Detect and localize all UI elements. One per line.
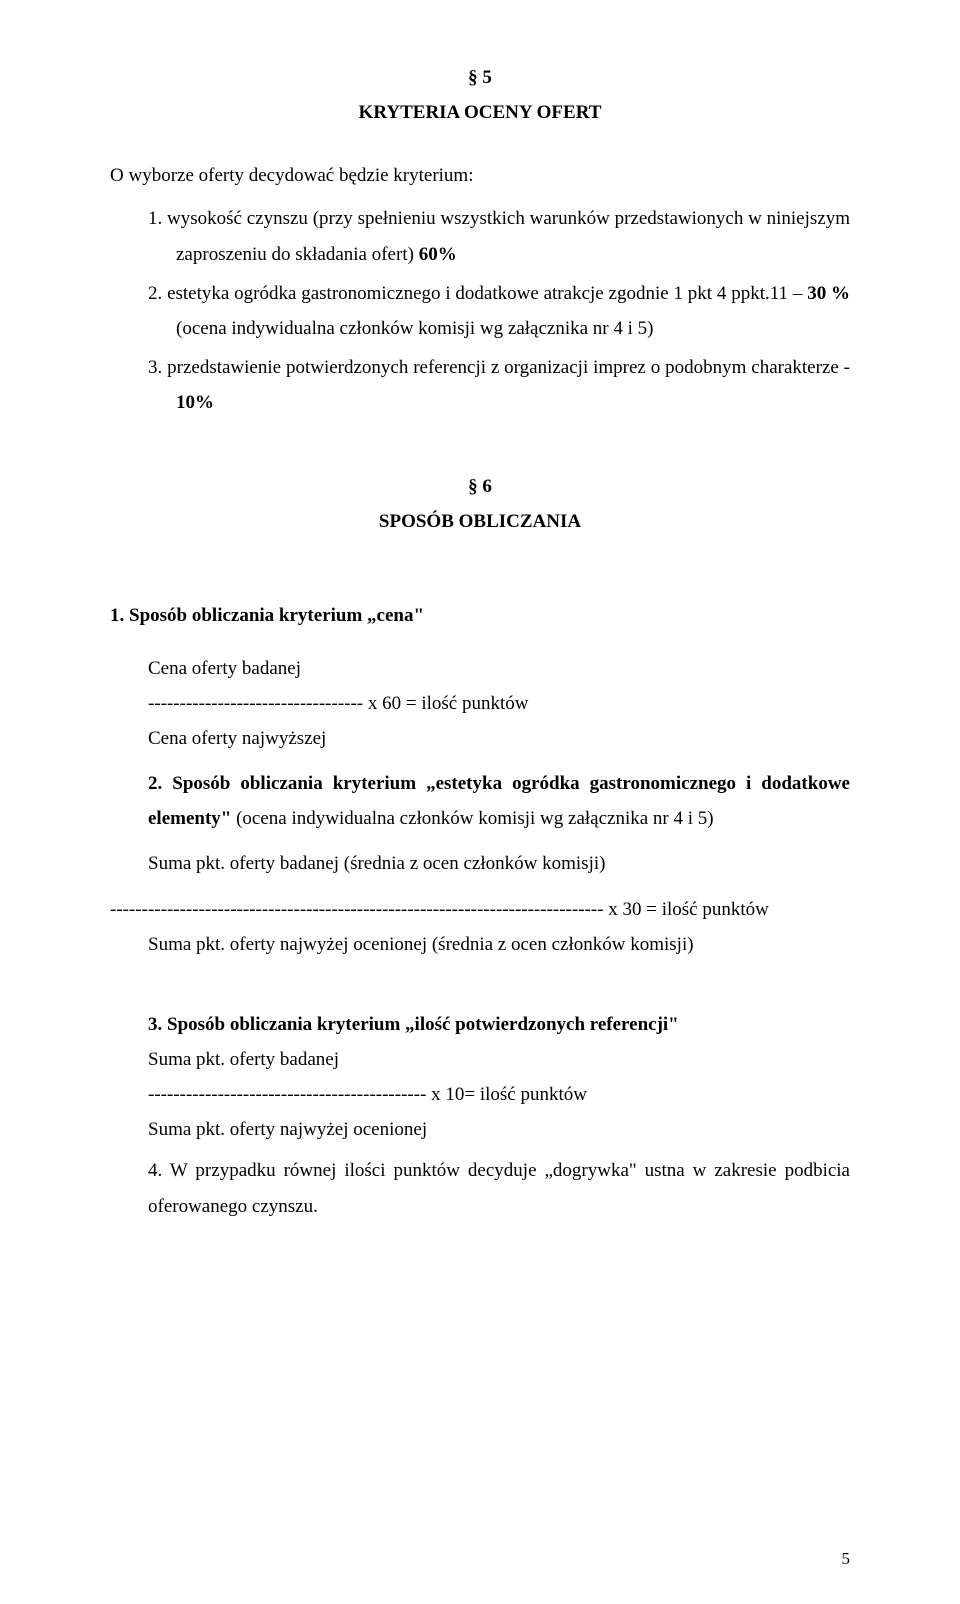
k1-line1: Cena oferty badanej xyxy=(148,651,850,686)
section5-title: KRYTERIA OCENY OFERT xyxy=(110,95,850,130)
section6-number: § 6 xyxy=(110,469,850,504)
section5-item2: 2. estetyka ogródka gastronomicznego i d… xyxy=(148,276,850,346)
k1-title: 1. Sposób obliczania kryterium „cena" xyxy=(110,598,850,633)
k4-text: 4. W przypadku równej ilości punktów dec… xyxy=(148,1153,850,1223)
k3-line2: ----------------------------------------… xyxy=(148,1077,850,1112)
k1-line3: Cena oferty najwyższej xyxy=(148,721,850,756)
section5-item1-pct: 60% xyxy=(419,244,457,265)
k2-line3: Suma pkt. oferty najwyżej ocenionej (śre… xyxy=(148,927,850,962)
k3-line1: Suma pkt. oferty badanej xyxy=(148,1042,850,1077)
section5-item3: 3. przedstawienie potwierdzonych referen… xyxy=(148,350,850,420)
section5-item3-pct: 10% xyxy=(176,392,214,413)
page-number: 5 xyxy=(842,1543,851,1574)
k2-title-rest: (ocena indywidualna członków komisji wg … xyxy=(236,808,714,829)
section5-item1: 1. wysokość czynszu (przy spełnieniu wsz… xyxy=(148,201,850,271)
section5-item2-pct: 30 % xyxy=(807,283,850,304)
section5-intro: O wyborze oferty decydować będzie kryter… xyxy=(110,158,850,193)
k3-line3: Suma pkt. oferty najwyżej ocenionej xyxy=(148,1112,850,1147)
section5-item1-text: 1. wysokość czynszu (przy spełnieniu wsz… xyxy=(148,208,850,264)
section5-number: § 5 xyxy=(110,60,850,95)
k2-line2: ----------------------------------------… xyxy=(110,892,850,927)
k3-title: 3. Sposób obliczania kryterium „ilość po… xyxy=(148,1007,850,1042)
section6-title: SPOSÓB OBLICZANIA xyxy=(110,504,850,539)
section5-list: 1. wysokość czynszu (przy spełnieniu wsz… xyxy=(148,201,850,420)
k2-title: 2. Sposób obliczania kryterium „estetyka… xyxy=(148,766,850,836)
k1-block: Cena oferty badanej --------------------… xyxy=(148,651,850,756)
k2-line1: Suma pkt. oferty badanej (średnia z ocen… xyxy=(148,846,850,881)
section5-item2-post: (ocena indywidualna członków komisji wg … xyxy=(176,318,654,339)
k1-line2: ---------------------------------- x 60 … xyxy=(148,686,850,721)
section5-item3-pre: 3. przedstawienie potwierdzonych referen… xyxy=(148,357,850,378)
section5-item2-pre: 2. estetyka ogródka gastronomicznego i d… xyxy=(148,283,807,304)
